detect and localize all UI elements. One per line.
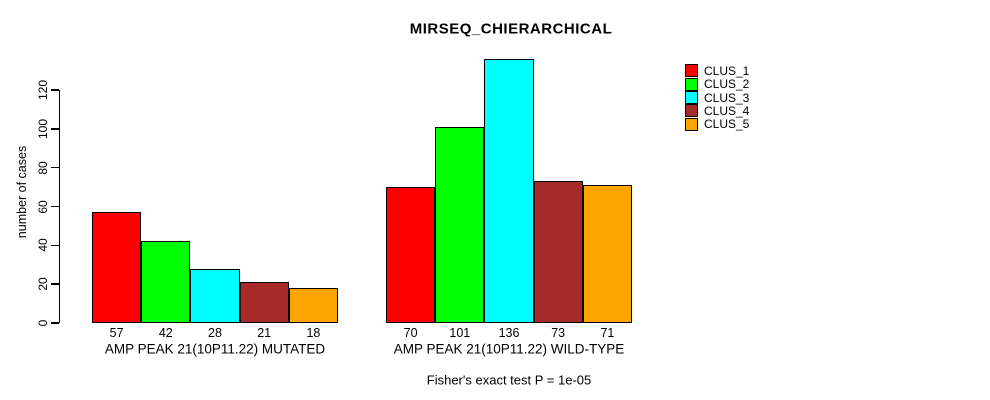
bar-clus_5-group1 (288, 288, 338, 323)
y-tick-mark (51, 283, 59, 285)
legend-item-clus_5: CLUS_5 (685, 117, 750, 132)
bar-clus_3-group1 (190, 268, 240, 323)
legend-item-clus_4: CLUS_4 (685, 103, 750, 118)
legend-swatch (685, 117, 698, 131)
legend-label: CLUS_5 (704, 117, 750, 132)
bar-clus_2-group2 (435, 126, 485, 323)
y-tick-mark (51, 89, 59, 91)
y-tick-mark (51, 166, 59, 169)
legend-item-clus_1: CLUS_1 (685, 63, 750, 78)
bar-clus_2-group1 (141, 241, 191, 323)
legend-item-clus_3: CLUS_3 (685, 90, 750, 105)
legend-swatch (685, 64, 698, 78)
legend-swatch (685, 90, 698, 104)
legend-label: CLUS_1 (704, 63, 750, 78)
y-tick-mark (51, 128, 59, 130)
y-tick-mark (51, 205, 59, 208)
bar-clus_5-group2 (582, 185, 632, 323)
legend-item-clus_2: CLUS_2 (685, 77, 750, 92)
legend-label: CLUS_4 (704, 103, 750, 118)
bar-clus_1-group2 (386, 187, 436, 323)
bar-clus_1-group1 (92, 212, 142, 323)
legend-swatch (685, 77, 698, 91)
legend-label: CLUS_2 (704, 77, 750, 92)
y-tick-mark (51, 322, 59, 324)
y-tick-mark (51, 244, 59, 247)
legend-swatch (685, 104, 698, 118)
legend-label: CLUS_3 (704, 90, 750, 105)
y-axis-line (58, 90, 60, 323)
bar-clus_4-group2 (533, 181, 583, 323)
bar-clus_3-group2 (484, 58, 534, 323)
bar-clus_4-group1 (239, 282, 289, 323)
